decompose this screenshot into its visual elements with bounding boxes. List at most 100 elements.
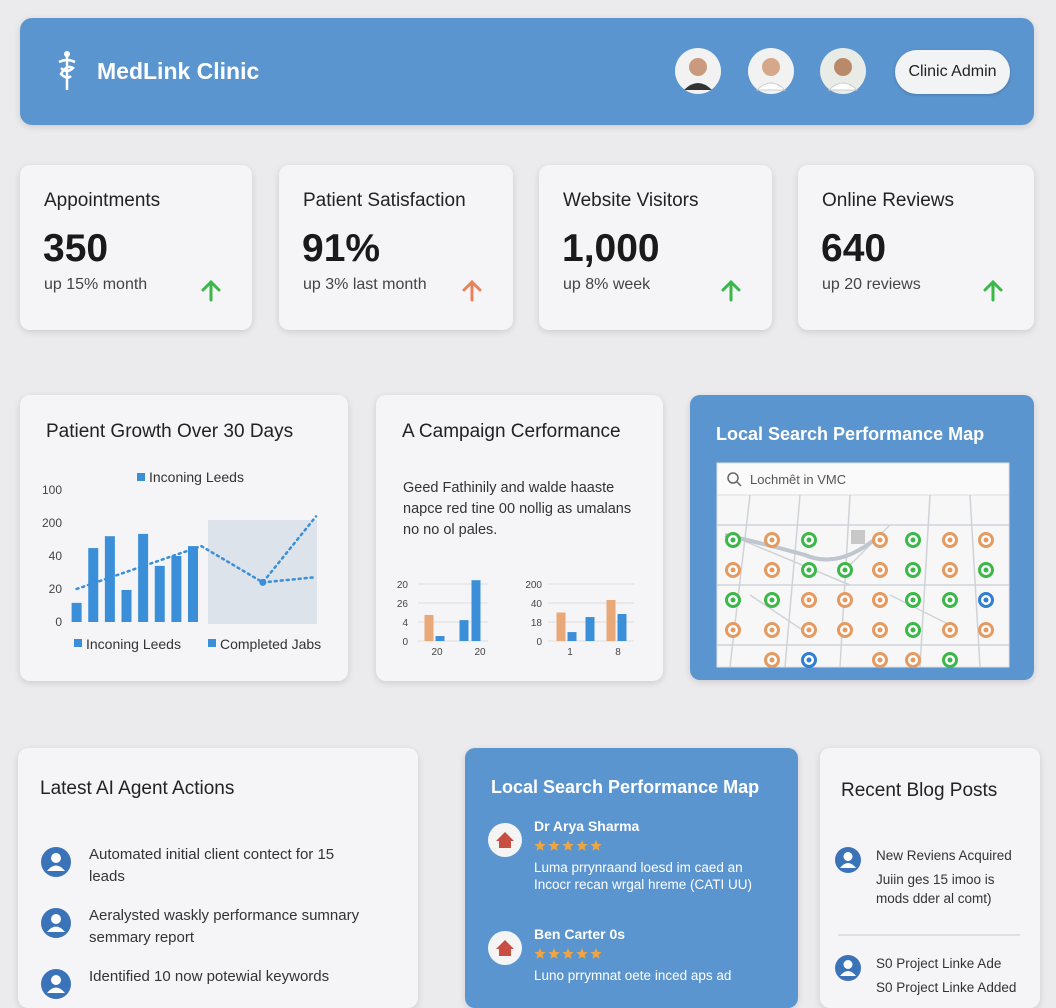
review-text: Luno prrymnat oete inced aps ad <box>534 968 732 983</box>
map-pin-center <box>910 627 916 633</box>
map-road <box>729 534 851 586</box>
bar <box>556 612 566 641</box>
description-line: napce red tine 00 nollig as umalans <box>403 501 632 517</box>
y-tick-label: 26 <box>397 599 409 610</box>
icon-head <box>843 852 853 861</box>
blog-divider <box>838 934 1020 936</box>
kpi-change: up 20 reviews <box>822 276 921 293</box>
icon-head <box>51 975 61 985</box>
header: MedLink Clinic Clinic Admin <box>20 18 1034 125</box>
y-tick-label: 20 <box>397 580 409 591</box>
admin-button-label[interactable]: Clinic Admin <box>908 63 997 80</box>
bar <box>459 620 469 641</box>
trend-arrow-shape <box>201 279 221 302</box>
kpi-change: up 15% month <box>44 276 148 293</box>
map-pin-center <box>842 597 848 603</box>
icon-body <box>840 971 856 976</box>
trend-line <box>75 515 318 591</box>
rating <box>534 948 602 959</box>
map-pin-center <box>842 627 848 633</box>
brand: MedLink Clinic <box>97 58 260 84</box>
map-pin-center <box>877 627 883 633</box>
trend-arrow-shape <box>462 279 482 302</box>
blog-title: New Reviens Acquired <box>876 848 1012 863</box>
trend-arrow <box>462 279 482 302</box>
legend-swatch <box>208 639 216 647</box>
legend-label: Inconing Leeds <box>149 469 244 485</box>
bar <box>585 617 595 641</box>
admin-button[interactable]: Clinic Admin <box>895 50 1010 94</box>
description-line: Geed Fathinily and walde haaste <box>403 480 615 496</box>
bar <box>121 589 132 622</box>
map-road <box>839 494 851 668</box>
map-pin-center <box>877 567 883 573</box>
review-icon <box>488 931 522 965</box>
map-road <box>889 594 951 626</box>
kpi-change: up 8% week <box>563 276 651 293</box>
map-pin-center <box>983 597 989 603</box>
bar <box>435 636 445 641</box>
kpi-value: 1,000 <box>562 227 660 270</box>
actions-card: Latest AI Agent Actions Automated initial… <box>18 748 418 1008</box>
kpi-title: Website Visitors <box>563 190 699 211</box>
logo <box>58 51 76 90</box>
map-pin-center <box>910 657 916 663</box>
map-pin-center <box>730 627 736 633</box>
icon-body <box>47 926 65 932</box>
card-title: Local Search Performance Map <box>491 777 760 797</box>
blog-title: S0 Project Linke Ade <box>876 956 1002 971</box>
search-placeholder: Lochmêt in VMC <box>750 472 846 487</box>
trend-arrow <box>201 279 221 302</box>
star <box>548 948 560 959</box>
kpi-title: Appointments <box>44 190 161 211</box>
action-text: Automated initial client contect for 15 … <box>89 846 335 885</box>
reviewer-name: Ben Carter 0s <box>534 926 626 942</box>
icon-head <box>51 914 61 924</box>
card-title: Latest AI Agent Actions <box>40 778 235 799</box>
review-icon <box>488 823 522 857</box>
bar <box>567 632 577 641</box>
icon-body <box>840 863 856 868</box>
map: Lochmêt in VMC <box>716 462 1010 668</box>
y-tick-label: 18 <box>531 618 543 629</box>
map-pin-center <box>947 657 953 663</box>
map-road <box>919 494 931 668</box>
kpi-title: Patient Satisfaction <box>303 190 466 211</box>
map-pin-center <box>877 537 883 543</box>
y-tick-label: 20 <box>49 582 63 596</box>
action-text: Identified 10 now potewial keywords <box>89 968 330 985</box>
blog-text: Juiin ges 15 imoo is mods dder al comt) <box>876 872 995 906</box>
map-road <box>749 594 811 636</box>
trend-arrow <box>721 279 741 302</box>
kpi-value: 640 <box>821 227 887 270</box>
bar <box>104 536 115 622</box>
search-bar <box>716 462 1010 496</box>
user-icon <box>835 847 861 873</box>
reviews-card: Local Search Performance Map Dr Arya Shar… <box>465 748 798 1008</box>
x-tick-label: 20 <box>431 647 443 658</box>
map-pin-center <box>730 597 736 603</box>
icon-head <box>843 960 853 969</box>
map-pin-center <box>769 657 775 663</box>
legend-swatch <box>137 473 145 481</box>
star <box>534 948 546 959</box>
search-icon <box>736 481 742 487</box>
map-pin-center <box>947 537 953 543</box>
bar <box>424 614 434 641</box>
map-pin-center <box>877 657 883 663</box>
map-road <box>969 494 981 668</box>
kpi-card: Patient Satisfaction 91% up 3% last month <box>279 165 513 330</box>
map-pin-center <box>947 627 953 633</box>
map-pin-center <box>806 597 812 603</box>
bar <box>188 546 198 622</box>
map-pin-center <box>910 597 916 603</box>
card-title: A Campaign Cerformance <box>402 421 621 442</box>
icon-head <box>51 853 61 863</box>
y-tick-label: 4 <box>402 618 408 629</box>
bar <box>154 565 165 622</box>
bar <box>138 533 149 622</box>
growth-card: Patient Growth Over 30 Days 0 20 40 200 100 In… <box>20 395 348 681</box>
